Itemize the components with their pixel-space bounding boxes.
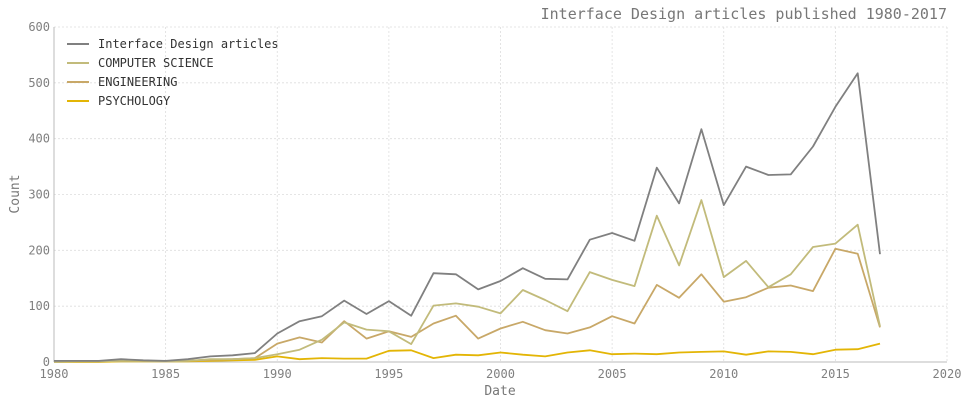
x-tick-label: 1985 bbox=[151, 367, 180, 381]
y-tick-label: 400 bbox=[28, 132, 50, 146]
y-tick-label: 600 bbox=[28, 20, 50, 34]
y-tick-label: 300 bbox=[28, 188, 50, 202]
legend-label: COMPUTER SCIENCE bbox=[98, 56, 214, 70]
legend-item: ENGINEERING bbox=[67, 75, 177, 89]
legend-item: PSYCHOLOGY bbox=[67, 94, 171, 108]
y-tick-label: 500 bbox=[28, 76, 50, 90]
y-axis-label: Count bbox=[8, 174, 23, 213]
x-axis-label: Date bbox=[484, 384, 515, 399]
x-tick-label: 1995 bbox=[374, 367, 403, 381]
x-tick-label: 2015 bbox=[821, 367, 850, 381]
legend-label: Interface Design articles bbox=[98, 37, 279, 51]
legend-item: COMPUTER SCIENCE bbox=[67, 56, 214, 70]
x-tick-label: 2010 bbox=[709, 367, 738, 381]
tick-labels: 1980 1985 1990 1995 2000 2005 2010 2015 2020 0 100… bbox=[28, 20, 961, 381]
x-tick-label: 1980 bbox=[40, 367, 69, 381]
y-tick-label: 200 bbox=[28, 243, 50, 257]
x-tick-label: 2005 bbox=[598, 367, 627, 381]
legend-label: ENGINEERING bbox=[98, 75, 177, 89]
series-lines bbox=[53, 72, 881, 363]
y-tick-label: 100 bbox=[28, 299, 50, 313]
legend-item: Interface Design articles bbox=[67, 37, 279, 51]
x-tick-label: 2000 bbox=[486, 367, 515, 381]
chart-title: Interface Design articles published 1980… bbox=[541, 5, 947, 23]
x-tick-label: 1990 bbox=[263, 367, 292, 381]
series-line-computer-science bbox=[53, 199, 881, 363]
grid bbox=[53, 26, 948, 363]
axes bbox=[53, 27, 947, 363]
legend-label: PSYCHOLOGY bbox=[98, 94, 171, 108]
x-tick-label: 2020 bbox=[933, 367, 962, 381]
y-tick-label: 0 bbox=[43, 355, 50, 369]
legend: Interface Design articles COMPUTER SCIENC… bbox=[67, 37, 279, 108]
series-line-interface-design-articles bbox=[54, 72, 881, 362]
